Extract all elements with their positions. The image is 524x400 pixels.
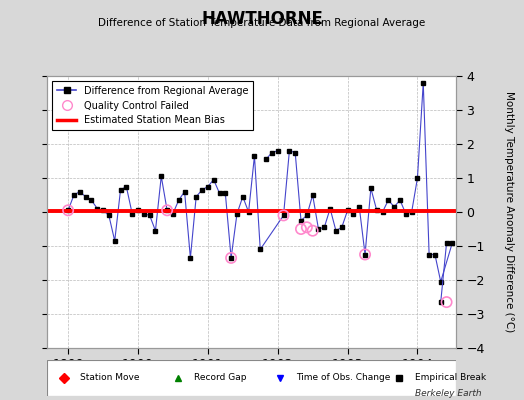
Point	[64, 207, 72, 214]
Point	[163, 207, 171, 214]
Text: Time of Obs. Change: Time of Obs. Change	[297, 374, 391, 382]
Point	[297, 226, 305, 232]
Text: HAWTHORNE: HAWTHORNE	[201, 10, 323, 28]
Text: Empirical Break: Empirical Break	[415, 374, 486, 382]
Legend: Difference from Regional Average, Quality Control Failed, Estimated Station Mean: Difference from Regional Average, Qualit…	[52, 81, 254, 130]
Point	[279, 212, 288, 218]
Point	[309, 228, 317, 234]
Y-axis label: Monthly Temperature Anomaly Difference (°C): Monthly Temperature Anomaly Difference (…	[504, 91, 514, 333]
Text: Station Move: Station Move	[80, 374, 139, 382]
Point	[361, 251, 369, 258]
Point	[442, 299, 451, 305]
Point	[227, 255, 235, 261]
Point	[303, 224, 311, 230]
Text: Berkeley Earth: Berkeley Earth	[416, 389, 482, 398]
Text: Record Gap: Record Gap	[194, 374, 247, 382]
Text: Difference of Station Temperature Data from Regional Average: Difference of Station Temperature Data f…	[99, 18, 425, 28]
FancyBboxPatch shape	[47, 360, 456, 396]
